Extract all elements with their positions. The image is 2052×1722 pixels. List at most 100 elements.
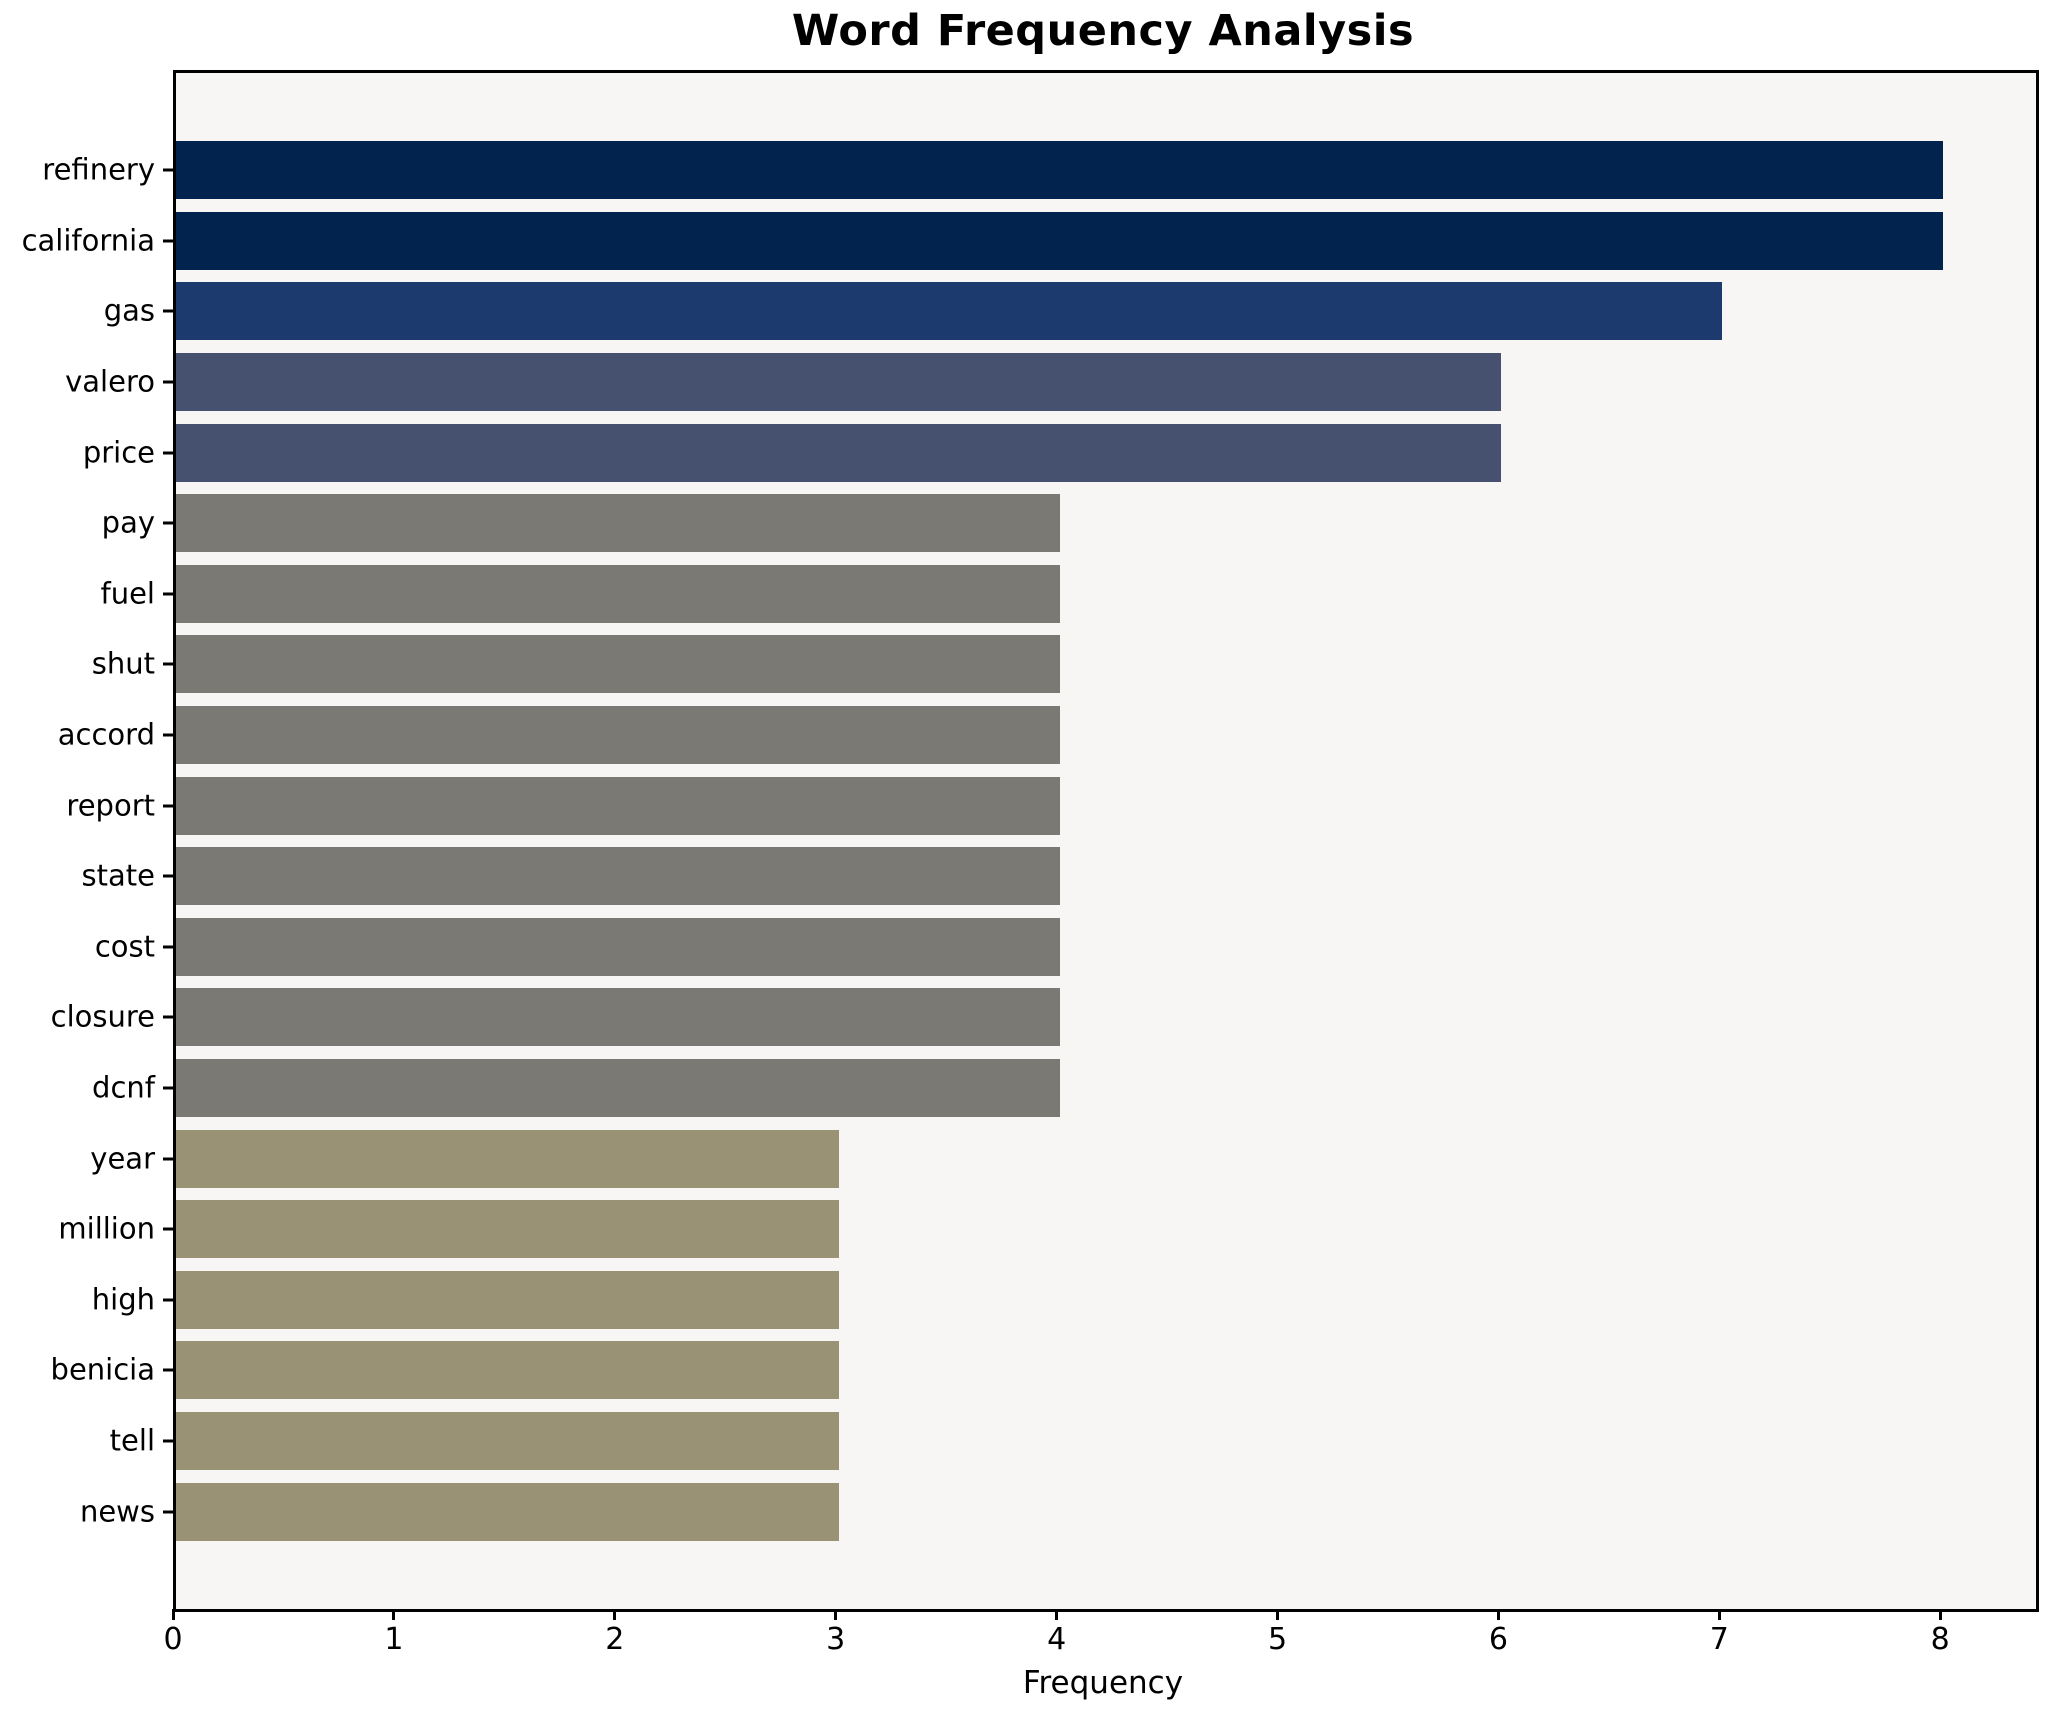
y-tick-mark xyxy=(163,1157,173,1161)
y-tick-label: accord xyxy=(57,717,155,752)
bar-row: tell xyxy=(110,1406,2036,1477)
bar-row: gas xyxy=(104,276,2036,347)
y-tick-mark xyxy=(163,1298,173,1302)
y-tick-mark xyxy=(163,662,173,666)
bar-tell xyxy=(176,1412,839,1471)
y-tick-mark xyxy=(163,1227,173,1231)
x-tick-mark xyxy=(1276,1609,1279,1620)
x-tick-mark xyxy=(392,1609,396,1620)
y-tick-mark xyxy=(163,804,173,808)
bar-accord xyxy=(176,706,1060,765)
y-tick-mark xyxy=(163,1439,173,1443)
bar-row: fuel xyxy=(101,559,2036,630)
bar-million xyxy=(176,1200,839,1259)
y-tick-label: report xyxy=(66,788,155,823)
y-tick-mark xyxy=(163,1015,173,1019)
x-tick-label: 5 xyxy=(1267,1622,1288,1657)
bar-pay xyxy=(176,494,1060,553)
bar-row: shut xyxy=(92,629,2036,700)
y-tick-label: refinery xyxy=(42,152,155,187)
bar-row: accord xyxy=(58,700,2036,771)
x-tick-label: 4 xyxy=(1047,1622,1067,1657)
y-tick-mark xyxy=(163,380,173,384)
y-tick-label: fuel xyxy=(100,576,156,611)
bar-row: closure xyxy=(51,982,2036,1053)
bar-year xyxy=(176,1129,839,1188)
y-tick-mark xyxy=(163,309,173,313)
x-tick-mark xyxy=(1717,1609,1721,1620)
bar-row: refinery xyxy=(42,135,2036,206)
y-tick-mark xyxy=(163,1510,173,1514)
y-tick-label: valero xyxy=(65,364,155,399)
x-tick-label: 3 xyxy=(826,1622,846,1657)
bar-california xyxy=(176,211,1944,270)
bar-row: valero xyxy=(65,347,2036,418)
y-tick-label: shut xyxy=(91,646,155,681)
bar-gas xyxy=(176,282,1723,341)
y-tick-label: cost xyxy=(94,929,155,964)
bar-row: high xyxy=(92,1265,2036,1336)
y-tick-mark xyxy=(163,592,173,596)
bar-row: pay xyxy=(102,488,2036,559)
y-tick-label: pay xyxy=(101,505,155,540)
bar-row: price xyxy=(83,417,2036,488)
bar-refinery xyxy=(176,141,1944,200)
chart-title: Word Frequency Analysis xyxy=(791,6,1415,56)
x-tick-mark xyxy=(834,1609,838,1620)
x-tick-label: 7 xyxy=(1709,1622,1729,1657)
bar-high xyxy=(176,1270,839,1329)
y-tick-mark xyxy=(163,1086,173,1090)
y-tick-mark xyxy=(163,451,173,455)
x-tick-label: 0 xyxy=(163,1622,183,1657)
x-tick-mark xyxy=(1055,1609,1059,1620)
plot-area: refinery california gas valero price pay fuel s… xyxy=(22,70,2039,1612)
y-tick-mark xyxy=(163,168,173,172)
bar-row: dcnf xyxy=(92,1053,2036,1124)
y-tick-label: million xyxy=(58,1211,155,1246)
bar-row: california xyxy=(22,206,2036,277)
bar-dcnf xyxy=(176,1059,1060,1118)
x-tick-label: 8 xyxy=(1930,1622,1950,1657)
bar-row: year xyxy=(90,1123,2036,1194)
bar-row: cost xyxy=(95,912,2036,983)
bar-benicia xyxy=(176,1341,839,1400)
y-tick-mark xyxy=(163,239,173,243)
x-tick-mark xyxy=(1938,1609,1942,1620)
bar-cost xyxy=(176,917,1060,976)
y-tick-mark xyxy=(163,945,173,949)
y-tick-label: high xyxy=(91,1282,155,1317)
x-tick-label: 1 xyxy=(384,1622,404,1657)
x-tick-mark xyxy=(613,1609,617,1620)
y-tick-label: year xyxy=(90,1141,155,1176)
x-tick-mark xyxy=(171,1609,175,1620)
y-tick-label: price xyxy=(82,435,155,470)
bar-row: benicia xyxy=(51,1335,2036,1406)
bar-closure xyxy=(176,988,1060,1047)
bar-state xyxy=(176,847,1060,906)
y-tick-mark xyxy=(163,521,173,525)
y-tick-label: gas xyxy=(103,293,155,328)
x-axis: 0 1 2 3 4 5 6 7 8 xyxy=(163,1609,2033,1679)
bar-fuel xyxy=(176,564,1060,623)
y-tick-label: benicia xyxy=(50,1352,155,1387)
bar-news xyxy=(176,1482,839,1541)
y-tick-mark xyxy=(163,874,173,878)
y-tick-label: tell xyxy=(109,1423,155,1458)
bar-price xyxy=(176,423,1502,482)
x-tick-mark xyxy=(1496,1609,1500,1620)
x-tick-label: 6 xyxy=(1488,1622,1508,1657)
bar-row: news xyxy=(80,1476,2036,1547)
bar-row: report xyxy=(66,770,2036,841)
bar-shut xyxy=(176,635,1060,694)
bar-report xyxy=(176,776,1060,835)
y-tick-label: closure xyxy=(50,999,155,1034)
bar-row: million xyxy=(58,1194,2036,1265)
y-tick-label: dcnf xyxy=(92,1070,155,1105)
y-tick-mark xyxy=(163,1368,173,1372)
y-tick-label: news xyxy=(79,1494,155,1529)
x-axis-label: Frequency xyxy=(1022,1665,1184,1701)
y-tick-label: state xyxy=(81,858,155,893)
bar-valero xyxy=(176,353,1502,412)
x-tick-label: 2 xyxy=(605,1622,625,1657)
